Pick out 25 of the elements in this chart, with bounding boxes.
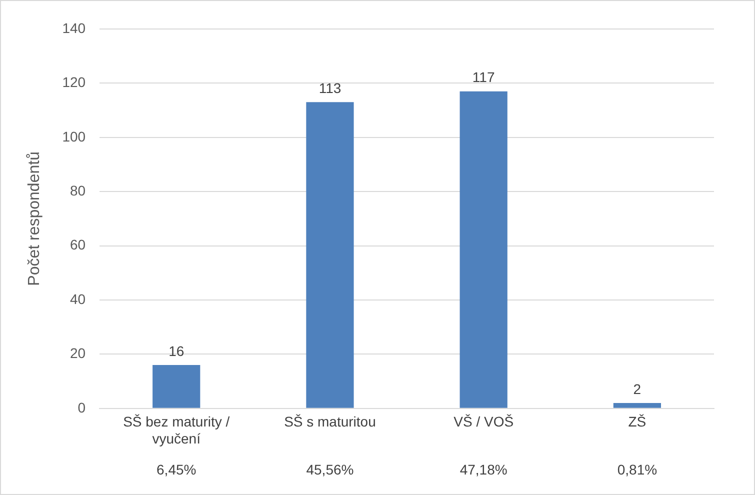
text: 45,56%: [306, 461, 354, 478]
bar: [306, 102, 354, 408]
y-tick-label: 60: [70, 236, 86, 253]
x-tick-label: SŠ s maturitou: [284, 414, 376, 430]
y-tick-label: 80: [70, 182, 86, 198]
data-label: 113: [318, 80, 342, 96]
y-tick-label: 40: [70, 290, 86, 307]
data-label: 16: [168, 342, 184, 359]
bar: [460, 91, 508, 408]
text: 47,18%: [460, 461, 508, 478]
y-tick-label: 100: [62, 128, 86, 144]
text: 0,81%: [617, 461, 658, 478]
y-tick-label: 0: [78, 399, 86, 416]
x-tick-label: VŠ / VOŠ: [454, 414, 514, 430]
bar: [613, 402, 662, 408]
data-label: 2: [633, 380, 642, 397]
text: 6,45%: [156, 461, 196, 478]
y-tick-label: 20: [70, 345, 86, 362]
data-label: 117: [472, 69, 495, 86]
y-axis-title: Počet respondentů: [26, 152, 44, 286]
x-tick-label: ZŠ: [628, 414, 646, 430]
x-tick-label: SŠ bez maturity / vyučení: [123, 414, 230, 446]
y-tick-label: 140: [62, 20, 86, 36]
y-tick-label: 120: [62, 74, 86, 90]
bar: [152, 365, 200, 408]
